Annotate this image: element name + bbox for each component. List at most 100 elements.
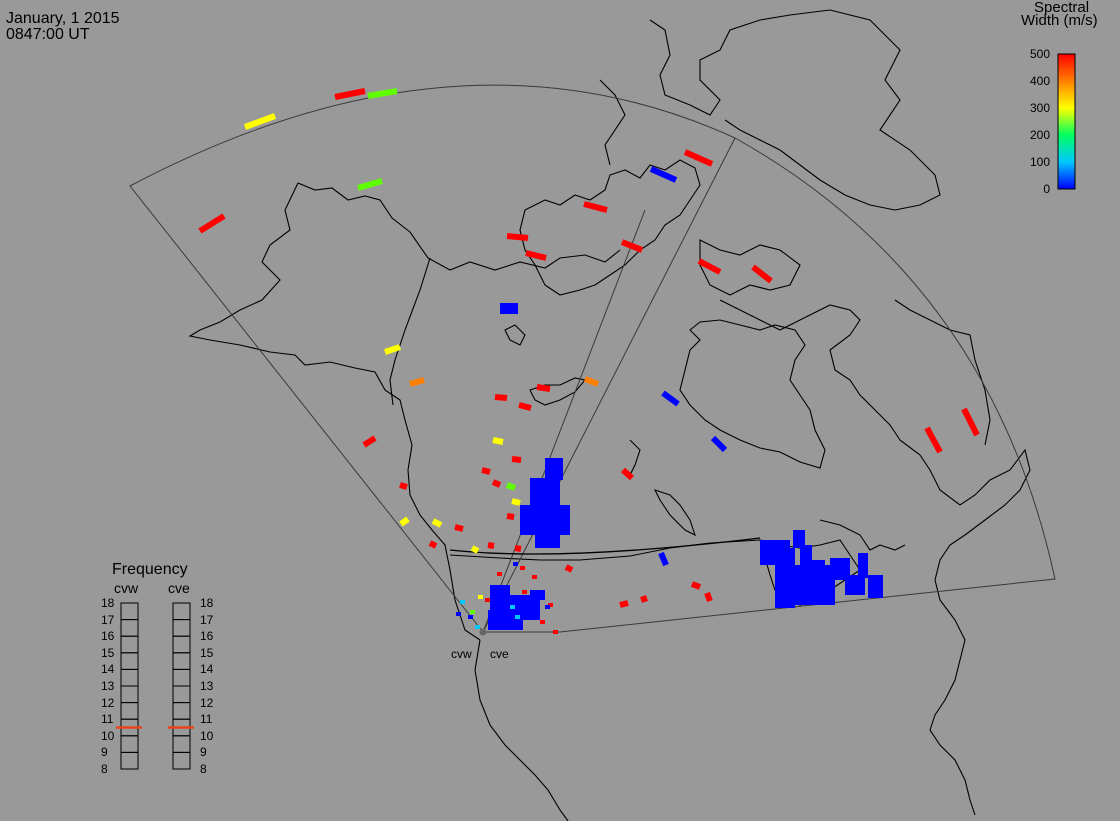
- echo-cell: [475, 625, 480, 629]
- echo-cell: [513, 562, 518, 566]
- echo-cell: [243, 113, 277, 130]
- echo-cell: [535, 530, 560, 548]
- echo-cell: [431, 518, 443, 528]
- echo-cell: [697, 258, 722, 275]
- echo-cell: [548, 603, 553, 607]
- echo-cell: [468, 615, 473, 619]
- echo-cell: [793, 530, 805, 548]
- echo-cell: [649, 166, 678, 183]
- frequency-scale-label: 9: [200, 745, 207, 760]
- echo-cell: [525, 250, 547, 261]
- echo-cell: [621, 467, 634, 481]
- echo-cell: [520, 566, 525, 570]
- frequency-cell: [172, 685, 191, 704]
- echo-cell: [564, 564, 574, 573]
- echo-cell: [497, 572, 502, 576]
- echo-cell: [530, 478, 560, 508]
- echo-cell: [858, 553, 868, 578]
- frequency-cell: [172, 602, 191, 621]
- frequency-cell: [120, 685, 139, 704]
- echo-cell: [522, 590, 527, 594]
- frequency-scale-label: 14: [101, 662, 115, 677]
- frequency-scale-label: 10: [101, 728, 115, 743]
- echo-cell: [494, 394, 508, 401]
- echo-cell: [961, 407, 980, 437]
- echo-cell: [399, 482, 408, 490]
- date-label: January, 1 2015: [6, 10, 120, 27]
- frequency-scale-label: 8: [200, 762, 207, 776]
- colorbar-unit: Width (m/s): [1021, 12, 1098, 29]
- echo-cell: [460, 600, 465, 604]
- echo-cell: [518, 402, 532, 411]
- frequency-scale-label: 13: [200, 679, 214, 693]
- frequency-cell: [120, 602, 139, 621]
- echo-cell: [334, 88, 366, 100]
- time-label: 0847:00 UT: [6, 26, 90, 43]
- frequency-scale-label: 17: [101, 612, 115, 627]
- echo-cell: [620, 239, 644, 253]
- frequency-scale-label: 15: [200, 645, 214, 660]
- frequency-cell: [120, 619, 139, 637]
- frequency-scale-label: 11: [101, 712, 114, 727]
- frequency-cell: [172, 668, 191, 687]
- field-of-view: [129, 84, 1056, 633]
- echo-cell: [384, 344, 401, 355]
- echo-cell: [506, 513, 515, 520]
- frequency-scale-label: 13: [101, 679, 115, 693]
- frequency-scale-label: 18: [200, 596, 214, 610]
- echo-cell: [619, 600, 629, 608]
- echo-cell: [510, 605, 515, 609]
- echo-cell: [487, 542, 495, 549]
- echo-cell: [800, 545, 812, 565]
- color-bar: [1057, 53, 1076, 190]
- echo-cell: [536, 384, 551, 392]
- echo-cell: [583, 201, 608, 213]
- echo-cell: [545, 605, 550, 609]
- backscatter-cells: [198, 88, 980, 634]
- colorbar-title: Spectral: [1034, 0, 1090, 16]
- frequency-scale-label: 16: [200, 629, 214, 644]
- frequency-cell: [120, 735, 139, 753]
- echo-cell: [520, 600, 540, 620]
- echo-cell: [640, 595, 648, 603]
- colorbar-tick-label: 100: [1029, 155, 1050, 169]
- frequency-cell: [172, 702, 191, 720]
- echo-cell: [530, 590, 545, 600]
- radar-label-cve: cve: [490, 647, 509, 661]
- echo-cell: [658, 551, 669, 567]
- echo-cell: [710, 435, 728, 453]
- echo-cell: [505, 482, 517, 491]
- frequency-scale-label: 8: [101, 762, 108, 776]
- echo-cell: [399, 516, 410, 527]
- echo-cell: [500, 303, 518, 314]
- radar-label-cvw: cvw: [451, 647, 472, 661]
- frequency-cell: [172, 652, 191, 670]
- echo-cell: [545, 458, 563, 480]
- echo-cell: [845, 575, 865, 595]
- echo-cell: [805, 560, 825, 600]
- frequency-scale-label: 12: [101, 695, 115, 710]
- frequency-title: Frequency: [112, 561, 188, 578]
- echo-cell: [506, 233, 529, 241]
- echo-cell: [491, 479, 502, 488]
- echo-cell: [583, 376, 600, 387]
- echo-cell: [485, 598, 490, 602]
- echo-cell: [690, 581, 702, 590]
- echo-cell: [511, 456, 522, 463]
- frequency-cell: [172, 751, 191, 770]
- frequency-scale-label: 16: [101, 629, 115, 644]
- frequency-scale-label: 17: [200, 612, 214, 627]
- frequency-scale-label: 18: [101, 596, 115, 610]
- echo-cell: [428, 540, 438, 549]
- frequency-cell: [120, 635, 139, 654]
- coastlines: [188, 9, 1031, 821]
- echo-cell: [470, 610, 475, 614]
- frequency-column-cve: cve: [168, 580, 190, 596]
- frequency-scale-label: 11: [200, 712, 213, 727]
- colorbar-tick-label: 400: [1029, 74, 1050, 88]
- echo-cell: [198, 213, 226, 234]
- echo-cell: [488, 610, 523, 630]
- colorbar-tick-label: 200: [1029, 128, 1050, 142]
- echo-cell: [514, 545, 522, 552]
